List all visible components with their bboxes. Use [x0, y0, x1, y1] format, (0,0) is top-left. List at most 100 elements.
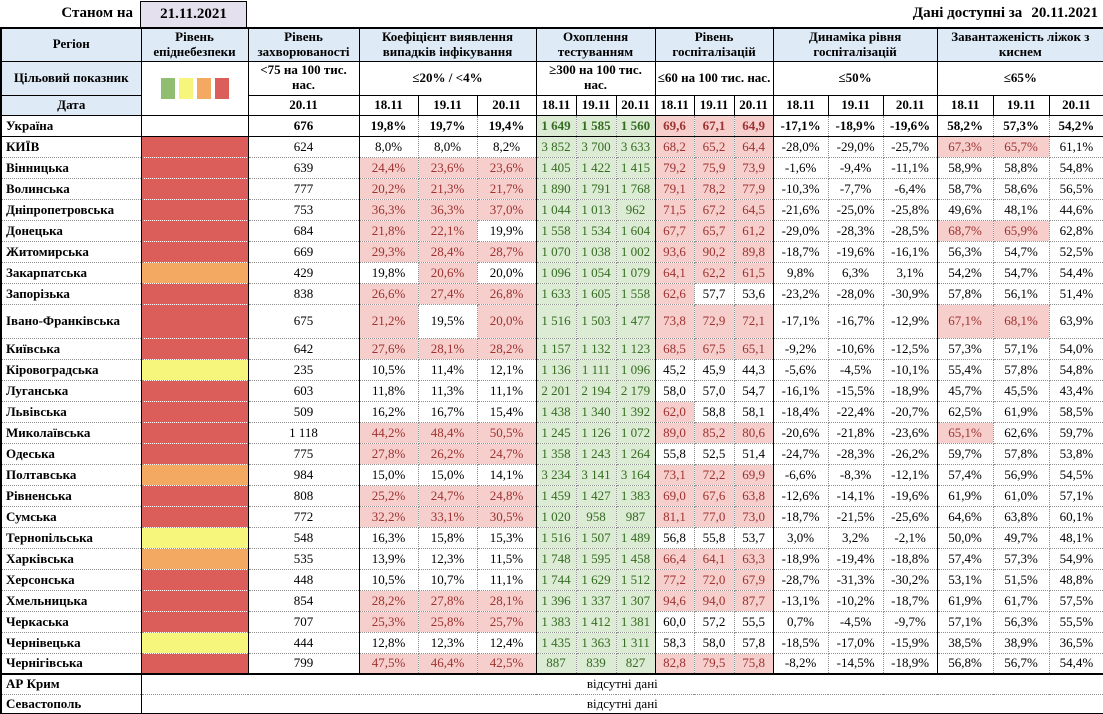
testing-value: 1 477	[615, 303, 656, 339]
beds-value: 56,9%	[992, 463, 1050, 486]
hospitalization-value: 90,2	[693, 240, 735, 263]
hospitalization-value: 55,8	[693, 526, 735, 549]
testing-value: 1 096	[615, 358, 656, 381]
beds-value: 58,9%	[936, 156, 994, 179]
incidence-value: 707	[247, 610, 360, 633]
beds-value: 54,2%	[936, 261, 994, 284]
beds-value: 54,4%	[1048, 652, 1103, 675]
danger-level-cell	[140, 547, 249, 570]
dynamics-value: -16,7%	[827, 303, 884, 339]
dynamics-value: -28,0%	[772, 135, 829, 158]
testing-value: 3 164	[615, 463, 656, 486]
detection-value: 13,9%	[358, 547, 419, 570]
dynamics-value: -18,9%	[882, 379, 938, 402]
beds-value: 38,9%	[992, 631, 1050, 654]
hospitalization-value: 82,8	[654, 652, 695, 675]
table-row: Херсонська 448 10,5% 10,7% 11,1% 1 744 1 629 1 …	[1, 568, 1103, 591]
incidence-value: 1 118	[247, 421, 360, 444]
beds-value: 61,1%	[1048, 135, 1103, 158]
danger-level-cell	[140, 177, 249, 200]
hospitalization-value: 67,9	[733, 568, 774, 591]
hospitalization-value: 72,1	[733, 303, 774, 339]
dynamics-value: -20,6%	[772, 421, 829, 444]
dynamics-value: 3,2%	[827, 526, 884, 549]
beds-value: 65,7%	[992, 135, 1050, 158]
testing-value: 1 489	[615, 526, 656, 549]
detection-value: 11,3%	[417, 379, 478, 402]
dynamics-value: -25,8%	[882, 198, 938, 221]
beds-value: 60,1%	[1048, 505, 1103, 528]
hospitalization-value: 80,6	[733, 421, 774, 444]
detection-value: 47,5%	[358, 652, 419, 675]
testing-value: 1 243	[575, 442, 617, 465]
dynamics-value: -18,9%	[827, 114, 884, 137]
danger-level-cell	[140, 240, 249, 263]
detection-value: 28,7%	[476, 240, 537, 263]
incidence-value: 444	[247, 631, 360, 654]
detection-value: 26,8%	[476, 282, 537, 305]
dynamics-value: -21,8%	[827, 421, 884, 444]
target-row-label: Цільовий показник	[0, 60, 142, 96]
testing-value: 1 459	[535, 484, 577, 507]
testing-value: 1 633	[535, 282, 577, 305]
table-row: Миколаївська 1 118 44,2% 48,4% 50,5% 1 245 1 1…	[1, 421, 1103, 444]
hospitalization-value: 72,0	[693, 568, 735, 591]
hospitalization-value: 93,6	[654, 240, 695, 263]
danger-level-cell	[140, 219, 249, 242]
detection-value: 36,3%	[358, 198, 419, 221]
detection-value: 15,8%	[417, 526, 478, 549]
testing-value: 1 044	[535, 198, 577, 221]
region-name: Полтавська	[1, 463, 142, 486]
hospitalization-value: 55,8	[654, 442, 695, 465]
testing-value: 827	[615, 652, 656, 675]
beds-value: 59,7%	[936, 442, 994, 465]
beds-value: 64,6%	[936, 505, 994, 528]
testing-value: 1 768	[615, 177, 656, 200]
hospitalization-value: 64,1	[693, 547, 735, 570]
hospitalization-value: 67,5	[693, 337, 735, 360]
testing-value: 1 415	[615, 156, 656, 179]
incidence-value: 448	[247, 568, 360, 591]
testing-value: 1 604	[615, 219, 656, 242]
detection-value: 8,0%	[358, 135, 419, 158]
legend-color-swatch	[160, 77, 175, 99]
beds-value: 55,5%	[1048, 610, 1103, 633]
region-name: Дніпропетровська	[1, 198, 142, 221]
dynamics-value: -12,6%	[772, 484, 829, 507]
hospitalization-value: 64,4	[733, 135, 774, 158]
legend-color-swatch	[178, 77, 193, 99]
testing-value: 1 079	[615, 261, 656, 284]
danger-legend	[140, 60, 249, 116]
dynamics-value: -18,4%	[772, 400, 829, 423]
detection-value: 11,8%	[358, 379, 419, 402]
beds-value: 45,5%	[992, 379, 1050, 402]
dynamics-value: -12,1%	[882, 463, 938, 486]
table-row: Полтавська 984 15,0% 15,0% 14,1% 3 234 3 141 3 …	[1, 463, 1103, 486]
dynamics-value: -18,7%	[772, 505, 829, 528]
testing-value: 1 383	[615, 484, 656, 507]
danger-level-cell	[140, 505, 249, 528]
hospitalization-value: 67,1	[693, 114, 735, 137]
detection-value: 11,1%	[476, 379, 537, 402]
dynamics-value: -10,6%	[827, 337, 884, 360]
detection-value: 33,1%	[417, 505, 478, 528]
hospitalization-value: 67,7	[654, 219, 695, 242]
dynamics-value: 3,1%	[882, 261, 938, 284]
testing-value: 1 363	[575, 631, 617, 654]
detection-value: 21,7%	[476, 177, 537, 200]
dynamics-value: -24,7%	[772, 442, 829, 465]
beds-value: 61,0%	[992, 484, 1050, 507]
testing-value: 1 629	[575, 568, 617, 591]
hospitalization-value: 71,5	[654, 198, 695, 221]
testing-value: 1 507	[575, 526, 617, 549]
danger-level-cell	[140, 282, 249, 305]
beds-value: 58,8%	[992, 156, 1050, 179]
dynamics-value: -9,4%	[827, 156, 884, 179]
dynamics-value: -4,5%	[827, 358, 884, 381]
target-dynamics: ≤50%	[772, 60, 938, 96]
testing-value: 1 427	[575, 484, 617, 507]
danger-level-cell	[140, 484, 249, 507]
detection-value: 21,2%	[358, 303, 419, 339]
hospitalization-value: 68,2	[654, 135, 695, 158]
testing-value: 1 405	[535, 156, 577, 179]
